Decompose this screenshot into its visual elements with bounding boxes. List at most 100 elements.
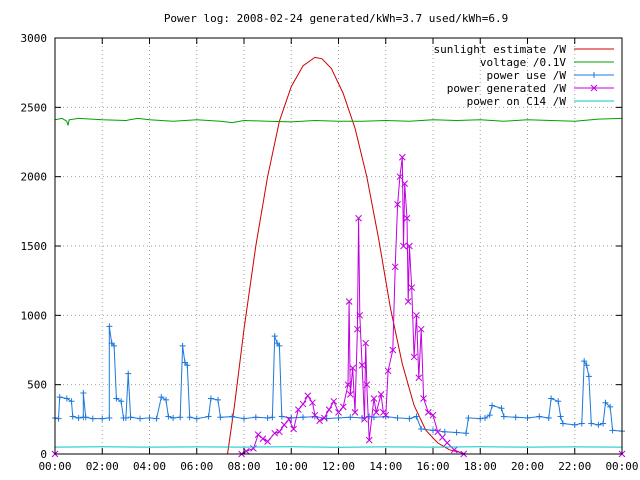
y-tick-label: 2000 (21, 171, 48, 184)
data-point (362, 339, 370, 347)
data-point (382, 411, 390, 419)
data-point (588, 420, 595, 427)
data-point (55, 415, 62, 422)
data-point (252, 414, 259, 421)
data-point (56, 394, 63, 401)
y-tick-label: 2500 (21, 101, 48, 114)
data-point (548, 395, 555, 402)
data-point (365, 436, 373, 444)
data-point (441, 428, 448, 435)
series-line (55, 157, 622, 455)
legend-entry: sunlight estimate /W (434, 43, 614, 56)
data-point (536, 413, 543, 420)
y-tick-label: 500 (27, 379, 47, 392)
data-point (186, 414, 193, 421)
data-point (89, 415, 96, 422)
data-point (288, 414, 295, 421)
x-tick-label: 06:00 (180, 460, 213, 473)
series-2 (52, 323, 625, 437)
data-point (406, 415, 413, 422)
data-point (559, 420, 566, 427)
data-point (69, 413, 76, 420)
x-tick-label: 04:00 (133, 460, 166, 473)
data-point (264, 414, 271, 421)
data-point (354, 325, 361, 333)
data-point (68, 398, 75, 405)
data-point (394, 201, 401, 208)
data-point (299, 400, 307, 408)
legend-marker (591, 72, 597, 78)
data-point (370, 395, 378, 402)
data-point (163, 396, 170, 403)
data-point (555, 398, 562, 405)
data-point (316, 417, 323, 425)
data-point (127, 414, 134, 421)
data-point (600, 420, 607, 427)
data-point (290, 425, 297, 433)
data-point (430, 427, 436, 434)
data-point (111, 342, 118, 349)
legend-label: power use /W (487, 69, 567, 82)
legend-label: power generated /W (447, 82, 567, 95)
data-point (215, 396, 222, 403)
data-point (477, 415, 484, 422)
data-point (118, 398, 125, 405)
x-tick-label: 16:00 (416, 460, 449, 473)
data-point (153, 415, 160, 422)
data-point (311, 411, 319, 419)
data-point (489, 402, 496, 409)
x-tick-label: 02:00 (86, 460, 119, 473)
legend-entry: power generated /W (447, 82, 614, 95)
y-tick-label: 3000 (21, 32, 48, 45)
series-line (227, 56, 464, 455)
data-point (439, 434, 446, 441)
data-point (602, 399, 609, 406)
data-point (389, 346, 397, 354)
data-point (146, 414, 153, 421)
x-tick-label: 18:00 (464, 460, 497, 473)
data-point (179, 342, 186, 349)
data-point (500, 413, 507, 420)
data-point (498, 405, 505, 412)
data-point (309, 399, 316, 407)
data-point (585, 373, 592, 380)
data-point (165, 413, 172, 420)
legend-label: sunlight estimate /W (434, 43, 567, 56)
data-point (417, 325, 425, 333)
data-point (363, 381, 371, 389)
data-point (345, 298, 353, 305)
x-tick-label: 00:00 (605, 460, 638, 473)
axis-ticks: 0 500 1000 1500 2000 2500 3000 00:00 02:00 04:00 0… (21, 32, 639, 473)
data-point (137, 415, 144, 422)
data-point (404, 298, 412, 305)
series-0 (227, 56, 464, 455)
legend-marker (590, 84, 598, 92)
data-point (346, 391, 354, 398)
data-point (398, 153, 406, 161)
data-point (335, 414, 342, 421)
data-point (406, 242, 413, 250)
x-tick-label: 22:00 (558, 460, 591, 473)
data-point (106, 414, 113, 421)
data-point (250, 445, 257, 452)
data-point (158, 394, 165, 401)
data-point (106, 323, 113, 330)
data-point (125, 370, 132, 377)
data-point (450, 446, 458, 454)
data-point (294, 406, 302, 413)
y-tick-label: 1500 (21, 240, 48, 253)
data-point (524, 414, 531, 421)
data-point (271, 333, 278, 340)
data-point (113, 395, 120, 402)
data-point (453, 429, 460, 436)
x-tick-label: 00:00 (38, 460, 71, 473)
data-point (418, 426, 425, 433)
x-tick-label: 20:00 (511, 460, 544, 473)
data-point (351, 409, 359, 416)
data-point (205, 413, 212, 420)
data-point (443, 439, 451, 447)
data-series (51, 56, 626, 458)
data-point (344, 381, 352, 389)
